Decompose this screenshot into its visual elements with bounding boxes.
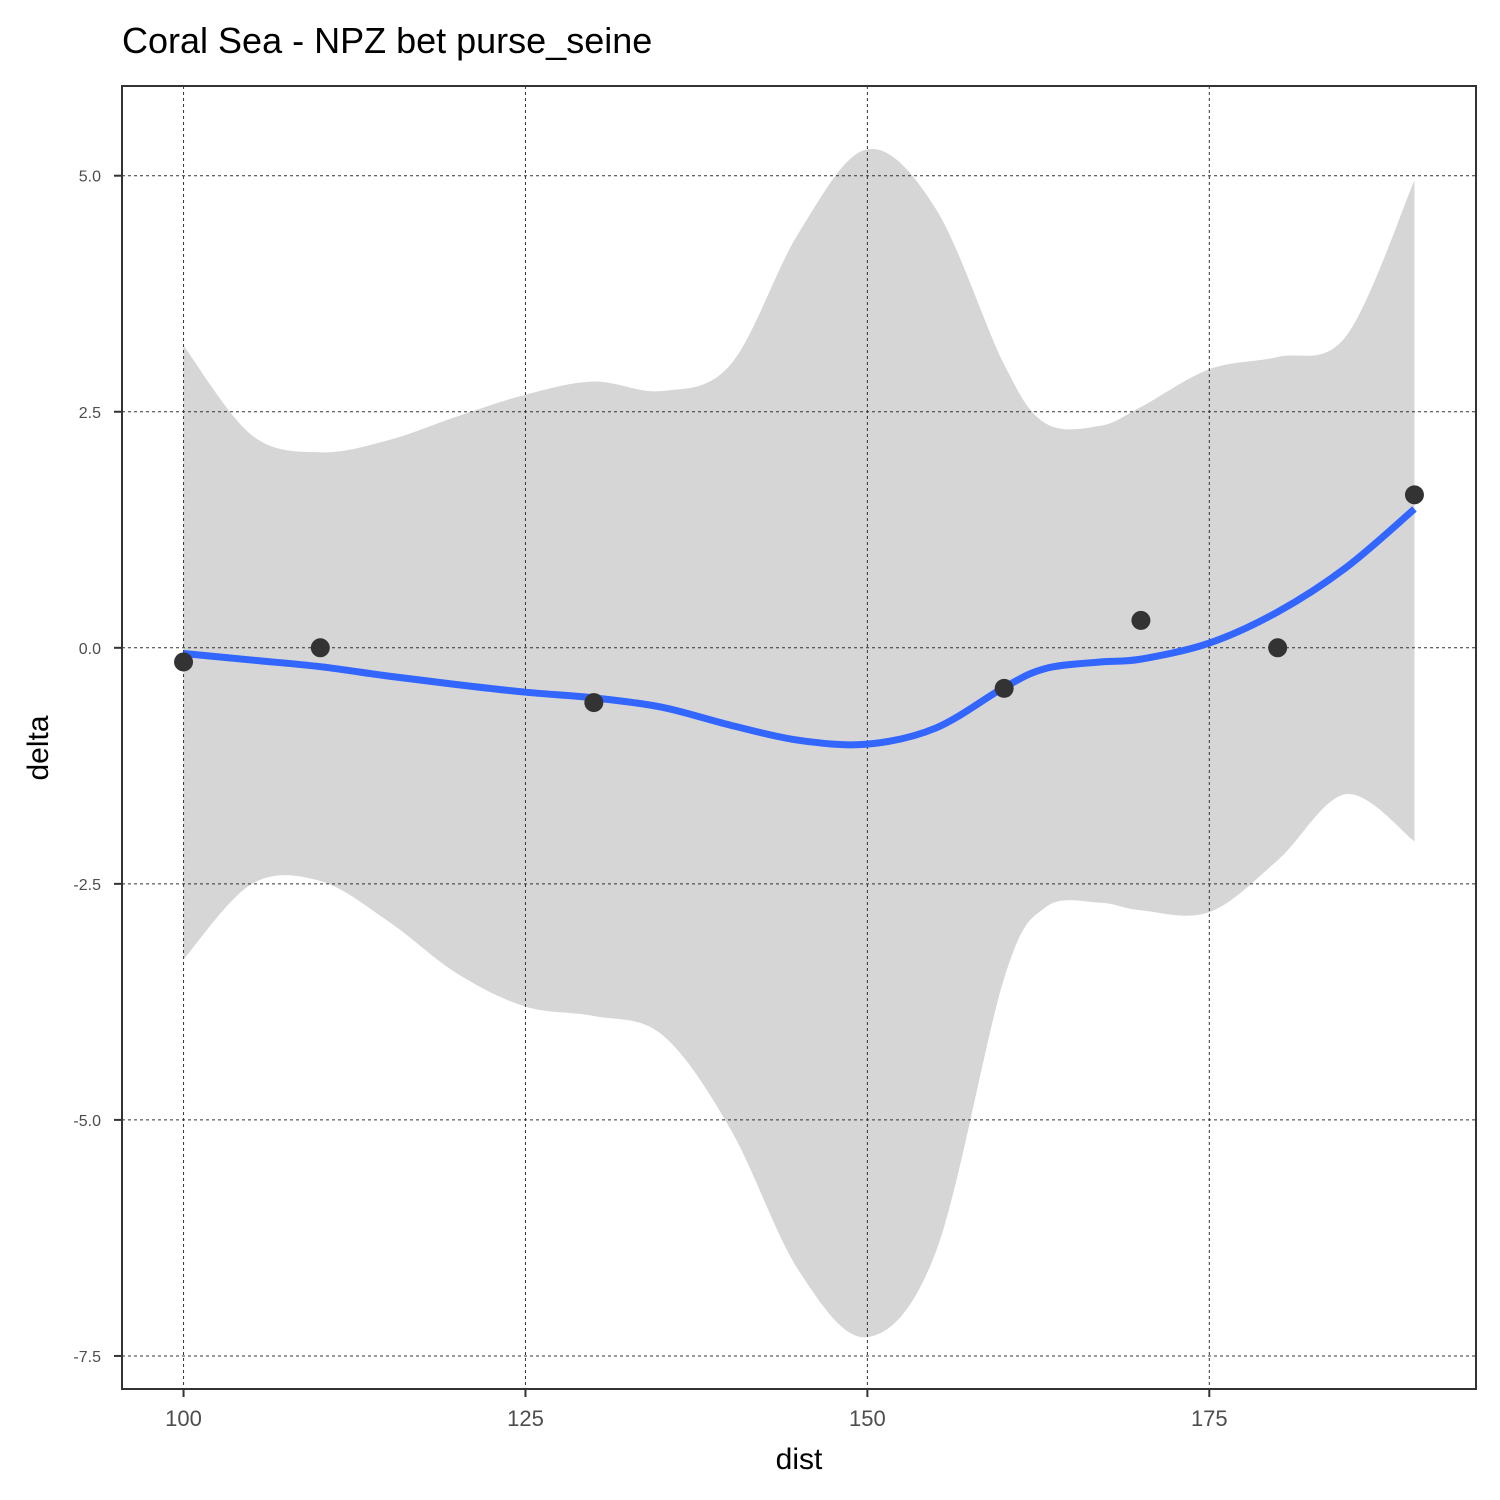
data-point: [994, 678, 1014, 698]
y-axis-title: delta: [22, 715, 55, 780]
y-tick-label: 0.0: [79, 641, 101, 658]
data-point: [174, 652, 194, 672]
smooth-line: [183, 506, 1417, 749]
y-tick-label: -7.5: [73, 1349, 101, 1366]
plot-panel: 100 125 150 175 5.0 2.5 0.0 -2.5 -5.0 -7.5: [73, 85, 1477, 1431]
y-tick-label: -2.5: [73, 877, 101, 894]
x-axis-title: dist: [776, 1443, 823, 1476]
y-tick-label: 5.0: [79, 169, 101, 186]
x-tick-label: 175: [1191, 1406, 1228, 1431]
data-point: [1131, 610, 1151, 630]
data-point: [584, 693, 604, 713]
data-point: [310, 638, 330, 658]
x-tick-label: 150: [849, 1406, 886, 1431]
y-tick-label: -5.0: [73, 1113, 101, 1130]
panel-border: [121, 85, 1477, 1390]
y-tick-label: 2.5: [79, 405, 101, 422]
x-tick-label: 100: [165, 1406, 202, 1431]
data-point: [1268, 638, 1288, 658]
chart-title: Coral Sea - NPZ bet purse_seine: [122, 20, 652, 61]
x-tick-label: 125: [507, 1406, 544, 1431]
data-point: [1404, 485, 1424, 505]
